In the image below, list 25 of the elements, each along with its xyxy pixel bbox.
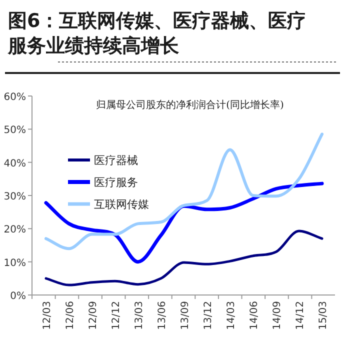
y-tick-label: 40% xyxy=(4,158,26,170)
x-tick-label: 14/06 xyxy=(249,301,260,330)
x-tick-label: 12/09 xyxy=(88,301,99,330)
legend-label: 医疗服务 xyxy=(94,176,138,189)
chart-title: 图6：互联网传媒、医疗器械、医疗服务业绩持续高增长 xyxy=(7,10,306,57)
x-tick-label: 13/09 xyxy=(180,301,191,330)
y-tick-label: 30% xyxy=(4,192,26,202)
x-tick-label: 13/06 xyxy=(157,301,168,330)
x-tick-label: 14/03 xyxy=(226,301,237,330)
y-tick-label: 20% xyxy=(4,224,26,236)
x-tick-label: 13/03 xyxy=(134,301,145,330)
x-tick-label: 12/06 xyxy=(65,301,76,330)
y-tick-label: 50% xyxy=(4,125,26,136)
y-tick-label: 0% xyxy=(10,291,26,302)
chart-subtitle: 归属母公司股东的净利润合计(同比增长率) xyxy=(96,99,284,111)
x-tick-label: 15/03 xyxy=(318,301,329,330)
y-tick-label: 60% xyxy=(4,92,26,103)
x-tick-label: 14/12 xyxy=(295,301,306,330)
y-tick-label: 10% xyxy=(4,258,26,269)
legend-label: 互联网传媒 xyxy=(94,198,149,211)
x-tick-label: 12/12 xyxy=(111,301,122,330)
x-tick-label: 13/12 xyxy=(203,301,214,330)
legend-label: 医疗器械 xyxy=(94,154,138,167)
x-tick-label: 12/03 xyxy=(42,301,53,330)
x-tick-label: 14/09 xyxy=(272,301,283,330)
